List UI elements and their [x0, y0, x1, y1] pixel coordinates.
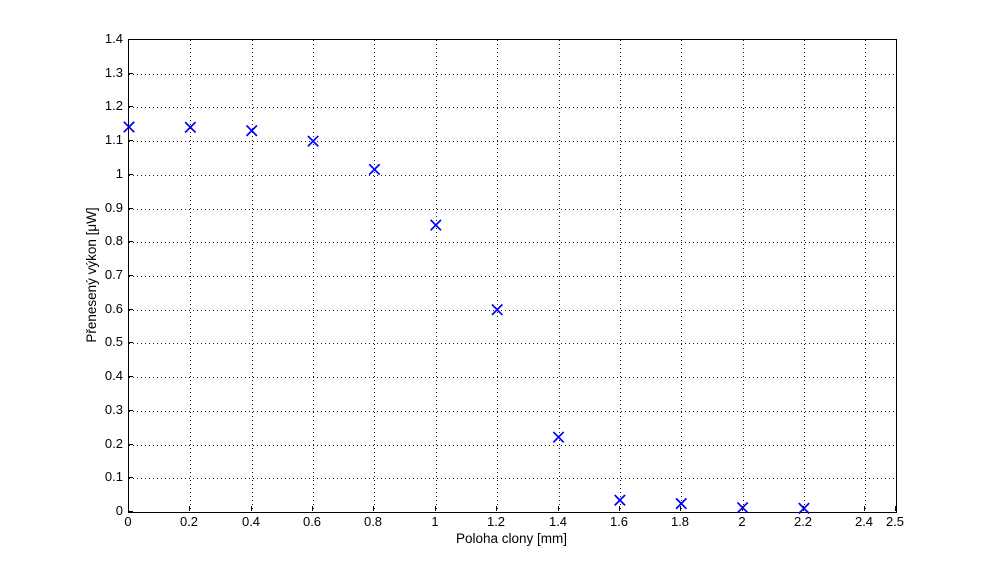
- y-tick-label: 0.4: [104, 368, 123, 383]
- scatter-marker: [614, 494, 626, 507]
- y-tick-label: 0.7: [104, 267, 123, 282]
- scatter-points: [123, 121, 810, 515]
- y-tick-label: 1.1: [104, 132, 123, 147]
- y-tick-mark: [128, 342, 133, 343]
- scatter-marker: [429, 219, 442, 231]
- scatter-marker: [184, 121, 197, 134]
- x-tick-mark: [895, 506, 896, 511]
- x-tick-label: 2.5: [885, 514, 905, 529]
- plot-area: [123, 39, 897, 515]
- scatter-marker: [368, 163, 381, 176]
- y-tick-label: 0.8: [104, 233, 123, 248]
- y-tick-mark: [128, 477, 133, 478]
- y-tick-mark: [128, 410, 133, 411]
- y-tick-mark: [128, 73, 133, 74]
- x-tick-mark: [435, 506, 436, 511]
- y-tick-label: 0.6: [104, 301, 123, 316]
- y-tick-label: 1.3: [104, 65, 123, 80]
- y-tick-mark: [128, 140, 133, 141]
- y-tick-label: 1.4: [104, 31, 123, 46]
- x-tick-label: 0.6: [302, 514, 322, 529]
- scatter-marker: [675, 497, 688, 510]
- scatter-marker: [307, 135, 319, 147]
- x-tick-mark: [496, 506, 497, 511]
- x-tick-mark: [803, 506, 804, 511]
- y-tick-mark: [128, 208, 133, 209]
- x-tick-label: 0.8: [363, 514, 383, 529]
- y-tick-mark: [128, 39, 133, 40]
- y-tick-label: 0: [115, 503, 123, 518]
- x-tick-mark: [373, 506, 374, 511]
- x-tick-label: 2: [738, 514, 746, 529]
- x-tick-mark: [128, 506, 129, 511]
- scatter-marker: [491, 303, 503, 316]
- y-tick-mark: [128, 309, 133, 310]
- y-tick-mark: [128, 444, 133, 445]
- y-tick-mark: [128, 511, 133, 512]
- y-tick-mark: [128, 376, 133, 377]
- y-tick-label: 0.3: [104, 402, 123, 417]
- x-tick-mark: [680, 506, 681, 511]
- gridlines: [129, 40, 896, 512]
- x-tick-mark: [558, 506, 559, 511]
- x-tick-mark: [864, 506, 865, 511]
- y-tick-mark: [128, 275, 133, 276]
- scatter-marker: [552, 431, 565, 443]
- x-tick-label: 0.4: [241, 514, 261, 529]
- y-tick-mark: [128, 106, 133, 107]
- x-tick-mark: [251, 506, 252, 511]
- x-tick-label: 2.2: [793, 514, 813, 529]
- y-tick-label: 0.5: [104, 334, 123, 349]
- x-tick-mark: [189, 506, 190, 511]
- x-tick-label: 0: [124, 514, 132, 529]
- x-axis-title: Poloha clony [mm]: [455, 531, 568, 546]
- y-tick-mark: [128, 241, 133, 242]
- x-tick-label: 2.4: [854, 514, 874, 529]
- x-tick-label: 1: [431, 514, 439, 529]
- y-tick-label: 1.2: [104, 98, 123, 113]
- y-tick-label: 0.9: [104, 200, 123, 215]
- scatter-marker: [123, 121, 135, 133]
- x-tick-mark: [742, 506, 743, 511]
- x-tick-label: 1.8: [670, 514, 690, 529]
- x-tick-label: 0.2: [179, 514, 199, 529]
- y-tick-mark: [128, 174, 133, 175]
- x-tick-label: 1.6: [609, 514, 629, 529]
- x-tick-label: 1.2: [486, 514, 506, 529]
- y-tick-label: 0.2: [104, 436, 123, 451]
- x-tick-mark: [619, 506, 620, 511]
- x-tick-label: 1.4: [548, 514, 568, 529]
- y-tick-label: 0.1: [104, 469, 123, 484]
- scatter-marker: [245, 124, 258, 137]
- y-tick-label: 1: [115, 166, 123, 181]
- x-tick-mark: [312, 506, 313, 511]
- y-axis-title: Přenesený výkon [μW]: [84, 207, 99, 343]
